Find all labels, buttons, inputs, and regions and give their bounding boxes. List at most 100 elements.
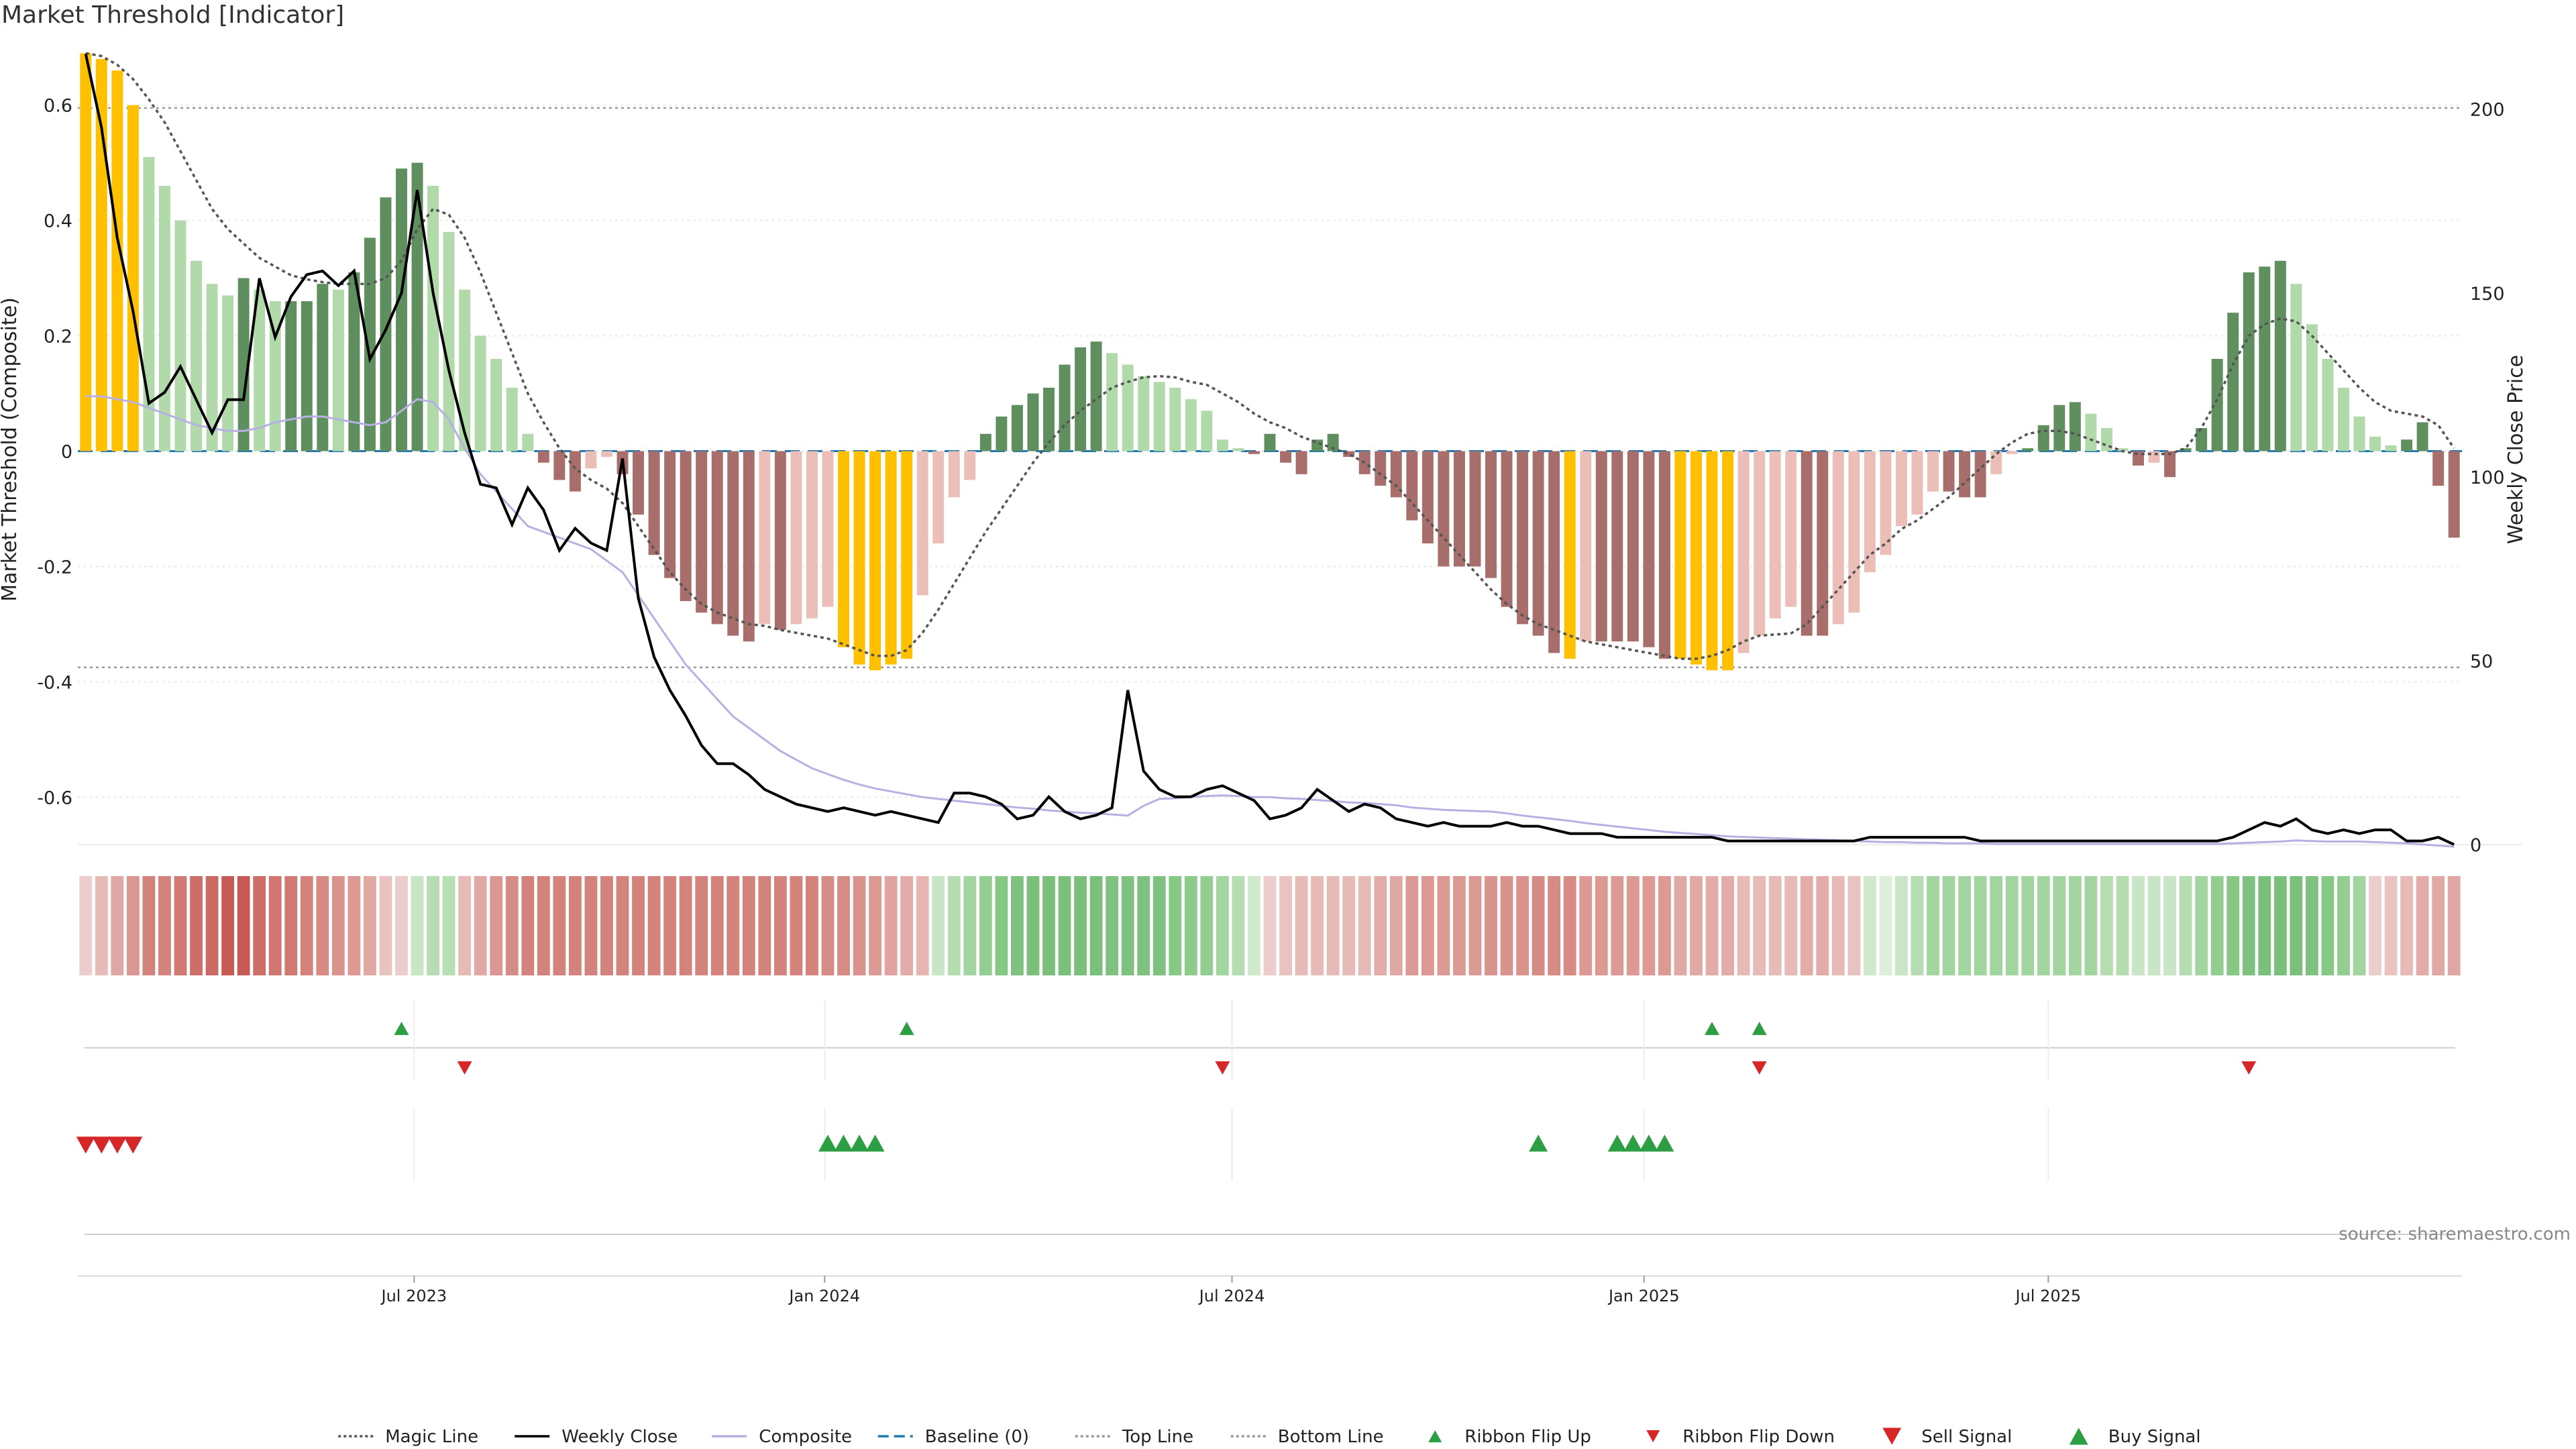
composite-bar [1737,451,1750,653]
composite-bar [143,157,155,451]
composite-bar [1754,451,1766,636]
ribbon-cell [600,876,613,975]
reference-lines [78,107,2522,846]
ribbon-cell [1389,876,1403,975]
ribbon-cell [2116,876,2129,975]
ribbon-cell [237,876,250,975]
y-tick-left: -0.4 [37,672,72,693]
composite-bar [317,284,329,451]
x-axis: Jul 2023 Jan 2024 Jul 2024 Jan 2025 Jul 2025 [78,1275,2462,1305]
ribbon-cell [1026,876,1040,975]
legend-label: Magic Line [385,1427,478,1447]
y-tick-right: 150 [2470,284,2505,305]
buy-signal-marker [818,1134,837,1152]
composite-bar [2385,445,2397,451]
composite-bar [869,451,881,671]
composite-bar [127,105,139,451]
ribbon-cell [316,876,329,975]
ribbon-cell [884,876,898,975]
composite-bar [1674,451,1686,659]
composite-bar [948,451,960,498]
ribbon-cell [821,876,835,975]
composite-bar [1075,347,1087,451]
composite-bar [1627,451,1639,642]
composite-bar [1027,393,1039,451]
ribbon-cell [1358,876,1371,975]
ribbon-cell [1800,876,1813,975]
composite-bar [1501,451,1513,607]
ribbon-cell [979,876,992,975]
ribbon-flip-down-marker [1752,1061,1767,1075]
ribbon-cell [1200,876,1214,975]
ribbon-flip-down-marker [457,1061,472,1075]
composite-bar [2022,448,2034,451]
ribbon-cell [1106,876,1119,975]
composite-bar [285,301,297,451]
ribbon-cell [742,876,755,975]
sell-signal-marker [123,1136,143,1154]
composite-bar [1532,451,1544,636]
ribbon-cell [1784,876,1798,975]
composite-bar [759,451,771,625]
buy-signal-marker [1607,1134,1627,1152]
ribbon-cell [442,876,455,975]
ribbon-cell [268,876,282,975]
composite-bar [822,451,834,607]
ribbon-cell [1074,876,1087,975]
composite-bars [80,53,2460,671]
composite-bar [1011,405,1023,451]
ribbon-cell [2005,876,2019,975]
composite-bar [2243,272,2255,451]
ribbon-cell [2037,876,2050,975]
ribbon-cell [1421,876,1434,975]
magic-line [85,52,2455,660]
composite-bar [1043,387,1055,451]
composite-bar [1138,376,1150,451]
ribbon-cell [1990,876,2003,975]
composite-bar [191,260,202,451]
ribbon-cell [2400,876,2414,975]
composite-bar [2338,387,2349,451]
ribbon-cell [1879,876,1892,975]
ribbon-cell [2068,876,2082,975]
signal-panels [76,1000,2455,1235]
ribbon-cell [1042,876,1055,975]
ribbon-cell [695,876,708,975]
ribbon-cell [1705,876,1719,975]
composite-bar [1090,341,1102,451]
composite-bar [1690,451,1702,665]
composite-bar [727,451,739,636]
composite-bar [2164,451,2176,478]
composite-bar [2259,266,2271,451]
composite-bar [979,433,991,451]
composite-bar [2053,405,2065,451]
composite-bar [1911,451,1923,515]
ribbon-cell [521,876,535,975]
ribbon-cell [916,876,929,975]
ribbon-flip-up-marker [1705,1022,1720,1035]
ribbon-cell [727,876,740,975]
composite-bar [269,301,281,451]
composite-bar [1990,451,2002,474]
ribbon-cell [2179,876,2192,975]
x-tick-label: Jan 2025 [1607,1287,1680,1305]
buy-signal-marker [1655,1134,1674,1152]
composite-bar [2069,402,2081,451]
composite-bar [1153,382,1165,451]
composite-bar [364,237,376,451]
ribbon-cell [2290,876,2303,975]
ribbon-cell [616,876,629,975]
legend-item: Top Line [1075,1427,1193,1447]
composite-bar [1375,451,1387,486]
legend-label: Sell Signal [1921,1427,2012,1447]
composite-bar [2116,448,2129,451]
ribbon-cell [1232,876,1245,975]
ribbon-cell [2100,876,2113,975]
composite-bar [885,451,897,665]
composite-bar [1785,451,1797,607]
composite-bar [1406,451,1418,521]
composite-line [85,395,2455,848]
axes: Market Threshold (Composite) Weekly Clos… [0,96,2528,856]
legend-item: Weekly Close [515,1427,678,1447]
buy-signal-marker [1639,1134,1658,1152]
